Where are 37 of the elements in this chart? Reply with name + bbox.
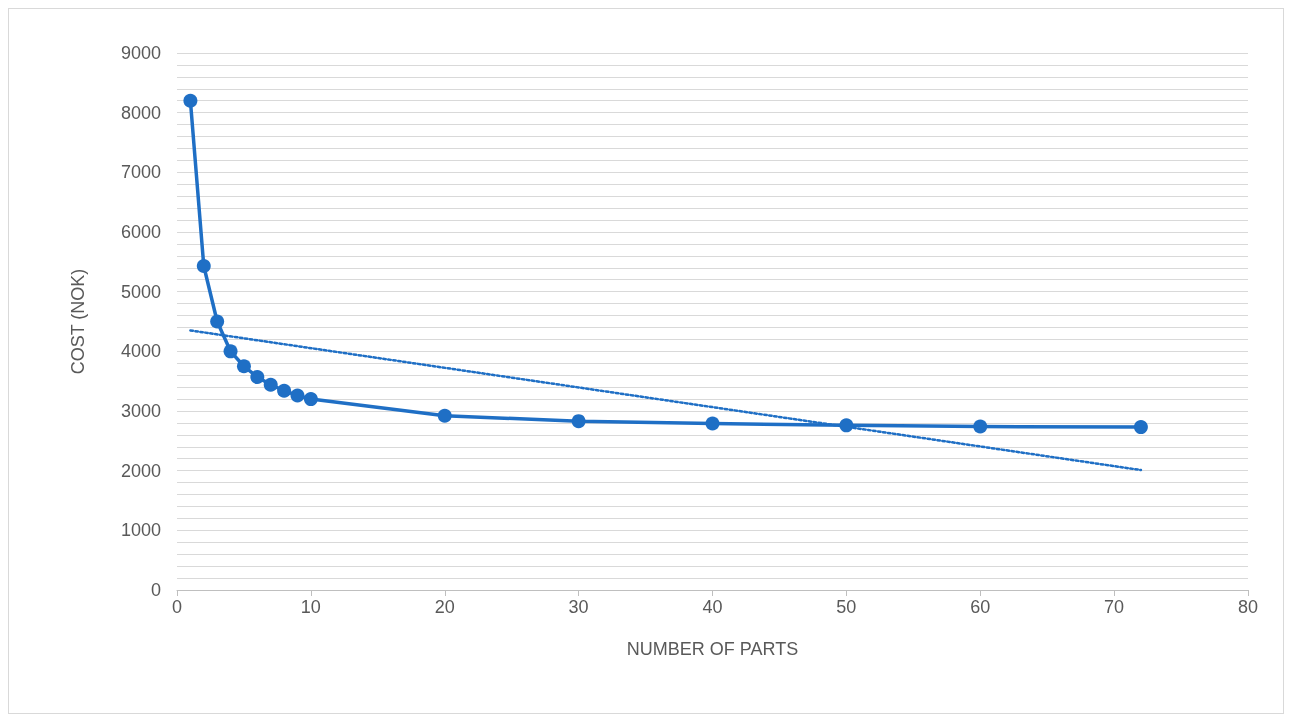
x-axis-title: NUMBER OF PARTS: [626, 639, 799, 659]
y-tick-label: 0: [150, 580, 161, 600]
y-tick-label: 4000: [120, 341, 161, 362]
point: [236, 359, 251, 374]
y-tick-label: 8000: [120, 102, 161, 123]
x-tick-label: 10: [300, 597, 321, 617]
x-tick-label: 30: [568, 597, 589, 617]
point: [223, 344, 238, 359]
y-tick-label: 1000: [120, 520, 161, 541]
y-axis-title: COST (NOK): [68, 268, 88, 375]
x-tick-label: 0: [171, 597, 183, 617]
point: [705, 416, 720, 431]
point: [196, 259, 211, 274]
y-tick-label: 7000: [120, 162, 161, 183]
y-tick-label: 5000: [120, 281, 161, 302]
y-tick-label: 9000: [120, 43, 161, 63]
point: [263, 377, 278, 392]
point: [290, 388, 305, 403]
point: [437, 408, 452, 423]
point: [183, 93, 198, 108]
y-tick-label: 2000: [120, 460, 161, 481]
point: [973, 419, 988, 434]
y-tick-label: 3000: [120, 401, 161, 421]
point: [210, 314, 225, 329]
x-tick-label: 70: [1104, 597, 1125, 617]
point: [303, 392, 318, 407]
point: [1133, 420, 1148, 435]
point: [571, 414, 586, 429]
x-tick-label: 80: [1237, 597, 1259, 617]
x-tick-label: 50: [836, 597, 857, 617]
x-tick-label: 20: [434, 597, 455, 617]
x-tick-label: 60: [970, 597, 991, 617]
point: [277, 383, 292, 398]
x-tick-label: 40: [702, 597, 723, 617]
y-tick-label: 6000: [120, 222, 161, 242]
point: [839, 418, 854, 433]
point: [250, 369, 265, 384]
